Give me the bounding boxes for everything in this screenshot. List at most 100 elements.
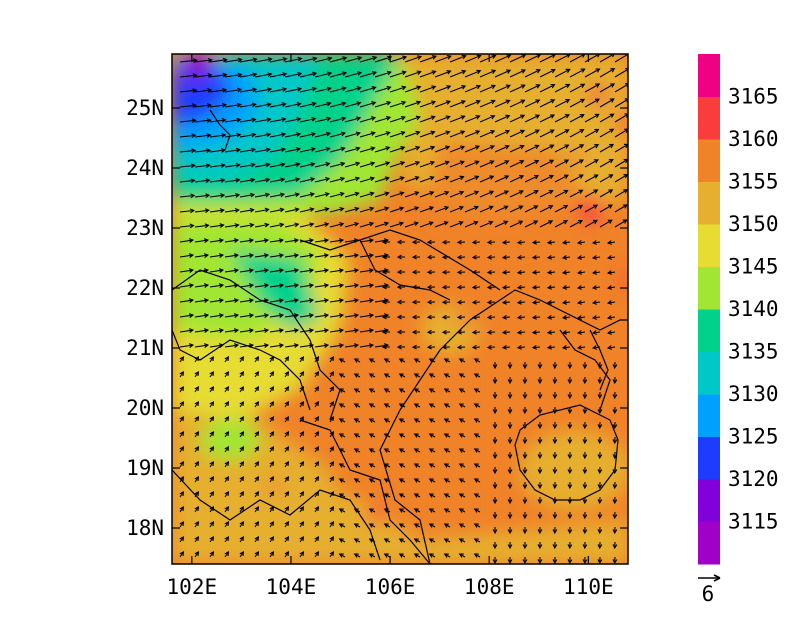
wind-vector-head <box>310 177 316 182</box>
wind-vector-head <box>426 299 432 305</box>
wind-vector <box>569 174 584 183</box>
wind-vector <box>449 191 464 198</box>
wind-vector-head <box>443 448 449 453</box>
wind-vector <box>479 85 496 93</box>
wind-vector-head <box>426 254 432 260</box>
wind-vector-head <box>369 191 375 197</box>
wind-vector-head <box>414 176 420 181</box>
wind-vector-head <box>606 270 613 275</box>
wind-vector <box>329 239 343 243</box>
wind-vector-head <box>396 269 402 275</box>
wind-vector-head <box>254 401 260 407</box>
wind-vector-head <box>444 205 450 211</box>
wind-vector-head <box>338 478 344 483</box>
wind-vector <box>254 103 271 108</box>
colorbar-swatch <box>698 479 720 522</box>
wind-vector <box>284 148 300 153</box>
wind-vector-head <box>295 177 301 183</box>
wind-vector-head <box>491 54 497 59</box>
wind-vector-head <box>368 328 375 333</box>
wind-vector-head <box>567 424 573 430</box>
wind-vector-head <box>428 493 434 498</box>
wind-vector <box>179 119 196 123</box>
wind-vector <box>554 99 570 108</box>
wind-vector-head <box>460 145 466 150</box>
wind-vector <box>179 269 193 273</box>
wind-vector-head <box>593 159 599 164</box>
wind-vector-head <box>507 364 513 370</box>
wind-vector <box>359 344 373 348</box>
wind-vector-head <box>224 551 230 557</box>
wind-vector-head <box>531 255 537 260</box>
wind-vector-head <box>567 544 573 550</box>
wind-vector-head <box>563 204 569 210</box>
wind-vector-head <box>329 386 335 392</box>
wind-vector-head <box>522 394 528 400</box>
colorbar-swatch <box>698 309 720 352</box>
wind-vector-head <box>428 538 434 543</box>
wind-vector-head <box>579 114 585 119</box>
wind-vector-head <box>567 439 573 445</box>
wind-vector <box>547 316 556 319</box>
wind-vector-head <box>458 553 464 558</box>
colorbar-label: 3125 <box>728 425 779 449</box>
wind-vector-head <box>411 284 417 290</box>
wind-vector <box>314 177 330 183</box>
wind-vector-head <box>293 283 300 288</box>
wind-vector-head <box>250 192 256 198</box>
wind-vector-head <box>443 493 449 498</box>
wind-vector-head <box>323 328 330 333</box>
wind-vector-head <box>456 314 462 320</box>
wind-vector <box>209 314 223 318</box>
wind-vector <box>224 134 241 138</box>
wind-vector <box>554 84 570 93</box>
wind-vector-head <box>269 506 275 512</box>
wind-vector-head <box>205 148 212 153</box>
wind-vector-head <box>384 176 390 181</box>
wind-vector-head <box>597 544 603 550</box>
wind-vector <box>539 144 554 153</box>
wind-vector-head <box>531 330 537 335</box>
wind-vector-head <box>206 133 212 138</box>
wind-vector-head <box>580 54 586 58</box>
wind-vector-head <box>353 448 359 453</box>
wind-vector <box>209 299 223 303</box>
wind-vector-head <box>237 72 243 78</box>
wind-vector-head <box>492 529 498 535</box>
wind-vector-head <box>353 253 360 258</box>
wind-vector <box>209 329 223 333</box>
wind-vector-head <box>398 448 404 453</box>
wind-vector-head <box>561 285 567 290</box>
wind-vector-head <box>381 284 387 290</box>
wind-vector-head <box>492 559 498 564</box>
wind-vector-head <box>189 208 195 214</box>
wind-vector-head <box>179 371 185 377</box>
wind-vector-head <box>278 283 285 288</box>
wind-vector <box>194 284 208 288</box>
wind-vector <box>284 223 299 228</box>
wind-vector <box>464 160 479 168</box>
wind-vector <box>584 174 598 183</box>
wind-vector-head <box>179 476 185 482</box>
wind-vector <box>479 100 495 108</box>
wind-vector-head <box>368 508 374 513</box>
wind-vector <box>194 269 208 273</box>
wind-vector-head <box>191 103 198 109</box>
wind-vector-head <box>368 298 375 303</box>
wind-vector-head <box>383 388 389 393</box>
wind-vector-head <box>429 160 435 166</box>
wind-vector-head <box>578 189 584 194</box>
wind-vector <box>314 208 329 213</box>
wind-vector <box>584 129 599 138</box>
wind-vector <box>524 84 540 93</box>
wind-vector <box>614 174 628 183</box>
wind-vector-head <box>561 300 567 305</box>
wind-vector-head <box>237 57 243 63</box>
wind-vector-head <box>209 476 215 482</box>
wind-vector-head <box>353 538 359 543</box>
wind-vector-head <box>549 144 555 149</box>
wind-vector-head <box>471 299 477 305</box>
wind-vector-head <box>327 71 333 77</box>
wind-vector-head <box>254 371 260 377</box>
wind-vector-head <box>567 514 573 520</box>
